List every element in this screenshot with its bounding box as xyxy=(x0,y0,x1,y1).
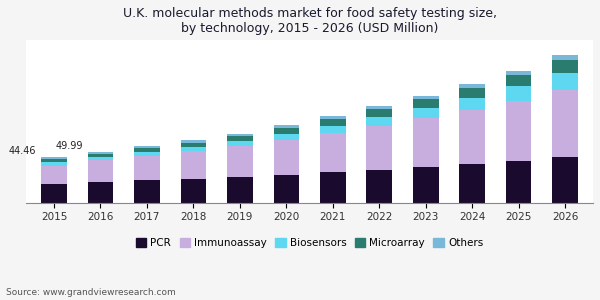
Bar xyxy=(181,143,206,147)
Bar xyxy=(227,134,253,136)
Text: Source: www.grandviewresearch.com: Source: www.grandviewresearch.com xyxy=(6,288,176,297)
Bar xyxy=(41,158,67,159)
Bar xyxy=(88,182,113,203)
Bar xyxy=(460,84,485,88)
Bar xyxy=(134,156,160,180)
Bar xyxy=(320,119,346,126)
Bar xyxy=(553,158,578,202)
Bar xyxy=(227,146,253,177)
Bar xyxy=(413,167,439,203)
Bar xyxy=(88,157,113,160)
Title: U.K. molecular methods market for food safety testing size,
by technology, 2015 : U.K. molecular methods market for food s… xyxy=(122,7,497,35)
Text: 49.99: 49.99 xyxy=(55,141,83,151)
Bar xyxy=(320,116,346,119)
Bar xyxy=(506,71,532,75)
Bar xyxy=(367,106,392,109)
Bar xyxy=(41,163,67,166)
Bar xyxy=(274,140,299,175)
Bar xyxy=(413,108,439,118)
Text: 44.46: 44.46 xyxy=(9,146,36,156)
Bar xyxy=(181,179,206,202)
Bar xyxy=(41,184,67,202)
Bar xyxy=(88,152,113,154)
Bar xyxy=(413,118,439,167)
Bar xyxy=(134,180,160,202)
Bar xyxy=(460,164,485,203)
Bar xyxy=(181,147,206,151)
Legend: PCR, Immunoassay, Biosensors, Microarray, Others: PCR, Immunoassay, Biosensors, Microarray… xyxy=(132,234,487,252)
Bar xyxy=(181,151,206,179)
Bar xyxy=(274,125,299,128)
Bar xyxy=(553,56,578,60)
Bar xyxy=(274,134,299,140)
Bar xyxy=(553,91,578,158)
Bar xyxy=(320,126,346,133)
Bar xyxy=(227,141,253,146)
Bar xyxy=(367,109,392,117)
Bar xyxy=(134,146,160,148)
Bar xyxy=(227,177,253,202)
Bar xyxy=(367,126,392,170)
Bar xyxy=(367,117,392,126)
Bar xyxy=(460,110,485,164)
Bar xyxy=(320,133,346,172)
Bar xyxy=(88,160,113,182)
Bar xyxy=(553,60,578,73)
Bar xyxy=(506,75,532,86)
Bar xyxy=(506,86,532,101)
Bar xyxy=(227,136,253,141)
Bar xyxy=(274,175,299,203)
Bar xyxy=(274,128,299,134)
Bar xyxy=(413,96,439,99)
Bar xyxy=(460,88,485,98)
Bar xyxy=(181,140,206,143)
Bar xyxy=(553,73,578,91)
Bar xyxy=(41,159,67,163)
Bar xyxy=(134,152,160,156)
Bar xyxy=(41,166,67,184)
Bar xyxy=(506,161,532,203)
Bar xyxy=(134,148,160,152)
Bar xyxy=(413,99,439,108)
Bar xyxy=(460,98,485,110)
Bar xyxy=(367,169,392,202)
Bar xyxy=(320,172,346,202)
Bar xyxy=(506,101,532,161)
Bar xyxy=(88,154,113,157)
